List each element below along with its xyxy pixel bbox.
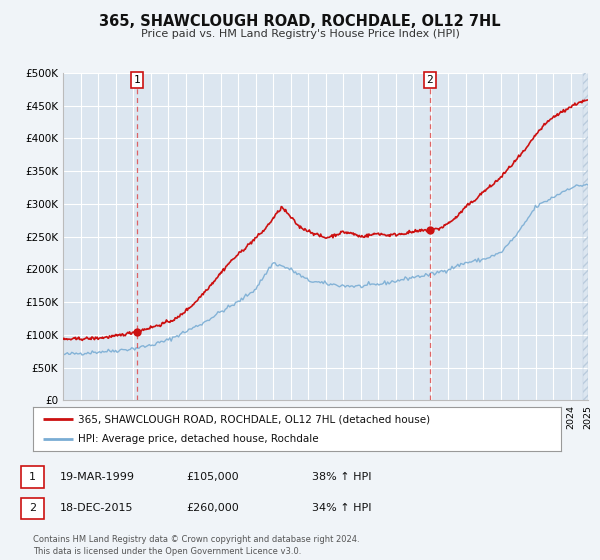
Text: 1: 1	[29, 472, 36, 482]
Text: HPI: Average price, detached house, Rochdale: HPI: Average price, detached house, Roch…	[78, 435, 319, 445]
Text: 365, SHAWCLOUGH ROAD, ROCHDALE, OL12 7HL (detached house): 365, SHAWCLOUGH ROAD, ROCHDALE, OL12 7HL…	[78, 414, 430, 424]
Text: 38% ↑ HPI: 38% ↑ HPI	[312, 472, 371, 482]
Text: 2: 2	[29, 503, 36, 514]
Text: £105,000: £105,000	[186, 472, 239, 482]
Text: £260,000: £260,000	[186, 503, 239, 514]
Text: Contains HM Land Registry data © Crown copyright and database right 2024.
This d: Contains HM Land Registry data © Crown c…	[33, 535, 359, 556]
Text: 19-MAR-1999: 19-MAR-1999	[60, 472, 135, 482]
Text: 2: 2	[427, 75, 433, 85]
Text: 365, SHAWCLOUGH ROAD, ROCHDALE, OL12 7HL: 365, SHAWCLOUGH ROAD, ROCHDALE, OL12 7HL	[99, 14, 501, 29]
Text: Price paid vs. HM Land Registry's House Price Index (HPI): Price paid vs. HM Land Registry's House …	[140, 29, 460, 39]
Text: 34% ↑ HPI: 34% ↑ HPI	[312, 503, 371, 514]
Text: 18-DEC-2015: 18-DEC-2015	[60, 503, 133, 514]
Text: 1: 1	[133, 75, 140, 85]
